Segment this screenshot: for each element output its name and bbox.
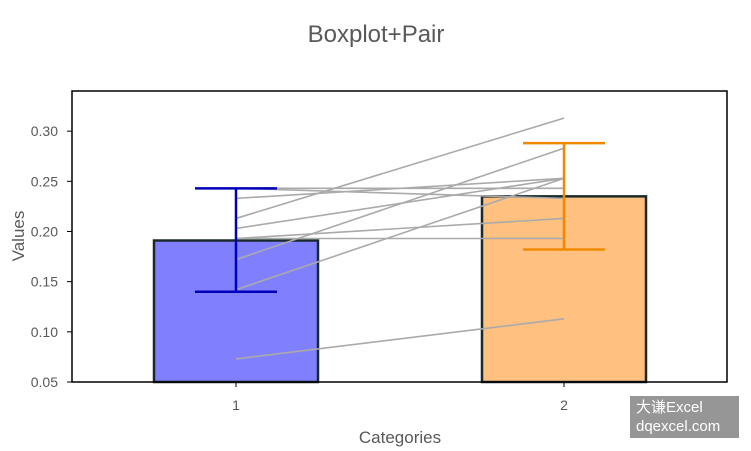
x-tick-label: 1 [232, 397, 240, 413]
plot-frame [71, 90, 728, 383]
pair-line-7 [235, 117, 565, 220]
pair-line-9 [235, 187, 565, 200]
y-tick-label: 0.15 [31, 274, 58, 290]
pair-line-1 [235, 317, 565, 360]
pair-line-4 [235, 217, 565, 240]
bars-layer [152, 195, 648, 384]
watermark: 大谦Excel dqexcel.com [630, 396, 739, 438]
x-tick-label: 2 [560, 397, 568, 413]
watermark-line-2: dqexcel.com [636, 418, 721, 435]
y-tick-label: 0.05 [31, 374, 58, 390]
x-axis-label: Categories [359, 428, 441, 447]
pair-lines-layer [235, 117, 565, 360]
y-tick-label: 0.20 [31, 223, 58, 239]
y-tick-label: 0.10 [31, 324, 58, 340]
watermark-line-1: 大谦Excel [636, 399, 703, 416]
y-tick-label: 0.25 [31, 173, 58, 189]
y-tick-label: 0.30 [31, 123, 58, 139]
y-axis-ticks: 0.05 0.10 0.15 0.20 0.25 0.30 [31, 123, 72, 390]
pair-line-6 [235, 177, 565, 230]
y-axis-label: Values [9, 211, 28, 262]
chart-title: Boxplot+Pair [308, 21, 445, 48]
error-bars-layer [195, 141, 605, 293]
